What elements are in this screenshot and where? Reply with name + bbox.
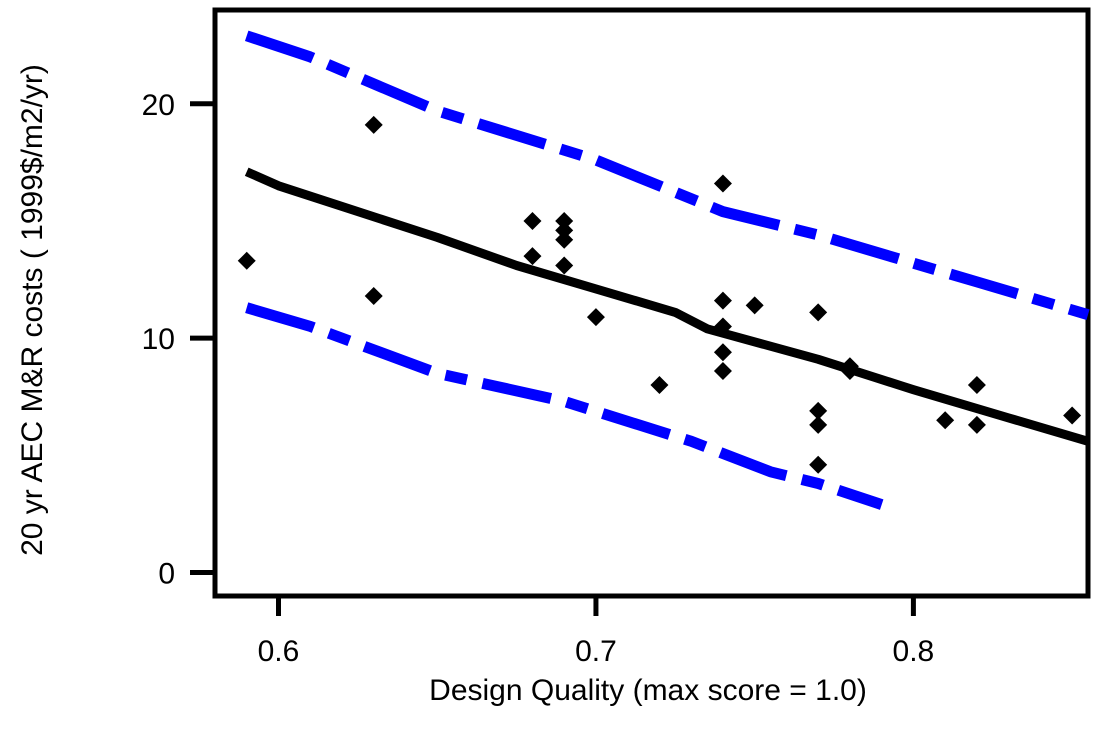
data-point: [713, 361, 732, 380]
x-tick-label: 0.8: [893, 635, 935, 668]
data-point: [967, 415, 986, 434]
data-point: [840, 361, 859, 380]
y-tick-label: 20: [142, 89, 175, 122]
data-point: [555, 221, 574, 240]
data-point: [555, 230, 574, 249]
data-point: [809, 303, 828, 322]
bound-line-2: [245, 302, 884, 510]
x-tick-label: 0.6: [258, 635, 300, 668]
data-point: [586, 308, 605, 327]
data-point: [967, 376, 986, 395]
tick-labels: 0.6 0.7 0.8 0 10 20: [142, 89, 935, 668]
data-point: [713, 291, 732, 310]
data-point: [713, 174, 732, 193]
fit-line: [244, 167, 1090, 446]
plot-frame: [212, 7, 1091, 599]
data-point: [555, 211, 574, 230]
data-point: [364, 115, 383, 134]
data-point: [555, 256, 574, 275]
data-point: [809, 455, 828, 474]
data-point: [523, 211, 542, 230]
data-point: [809, 415, 828, 434]
data-point: [237, 251, 256, 270]
y-tick-label: 0: [158, 558, 175, 591]
series-lines: [244, 30, 1090, 510]
axis-ticks: [190, 101, 916, 616]
y-axis-title: 20 yr AEC M&R costs ( 1999$/m2/yr): [16, 64, 49, 556]
data-point: [809, 401, 828, 420]
data-point: [713, 343, 732, 362]
data-point: [523, 247, 542, 266]
x-tick-label: 0.7: [575, 635, 617, 668]
y-tick-label: 10: [142, 323, 175, 356]
data-point: [1063, 406, 1082, 425]
data-point: [713, 317, 732, 336]
data-point: [745, 296, 764, 315]
data-points: [237, 115, 1082, 474]
bound-line-1: [244, 30, 1090, 320]
data-point: [650, 376, 669, 395]
x-axis-title: Design Quality (max score = 1.0): [429, 674, 867, 707]
data-point: [364, 286, 383, 305]
data-point: [936, 411, 955, 430]
